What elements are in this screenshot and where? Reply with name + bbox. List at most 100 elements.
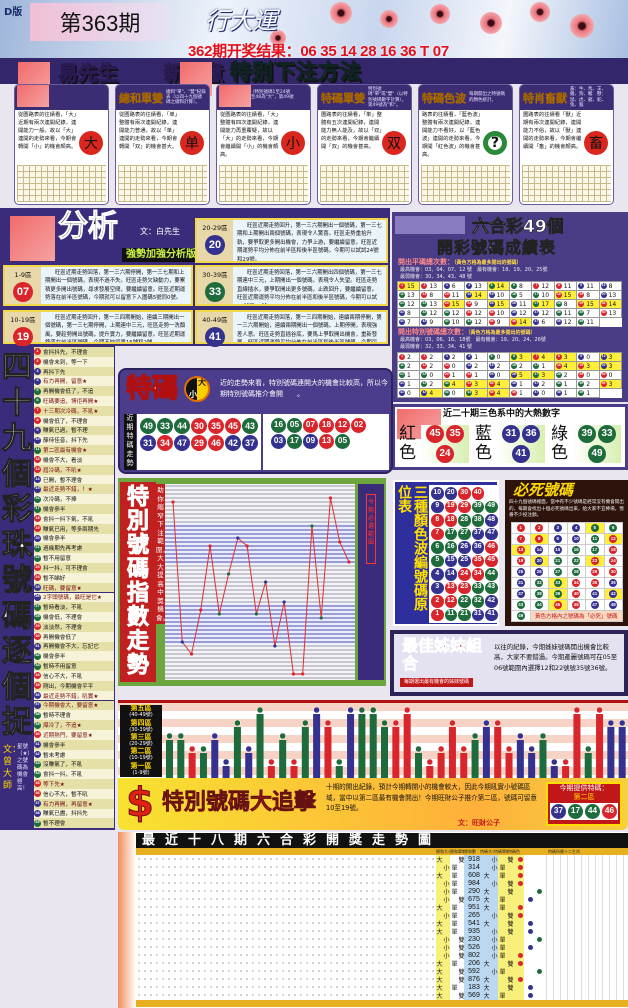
zone-bar-marker [607,719,615,727]
number-ball: 22 [572,557,581,565]
number-ball: 20 [34,534,41,542]
number-ball: 37 [34,701,41,709]
number-ball: 21 [553,557,562,565]
number-ball: 40 [471,487,484,500]
number-comment-item: 12 機會不大，看淡 [34,455,114,465]
grid-row [165,500,355,504]
trend-column-header: 特碼單雙 [494,849,508,854]
count-value: 2 [429,353,434,361]
count-cell: 31 8 [396,308,421,318]
zone-bar [516,740,524,779]
zone-name: 第二區 [130,747,152,756]
zone-bar-marker [437,745,445,753]
special-color-dot [528,985,533,991]
zone-label: 1-9區 [14,271,32,279]
count-cell: 25 0 [486,370,511,380]
number-ball: 34 [471,568,484,581]
zone-legend-item: 第三區 (20-29號) [120,733,162,748]
zone-bar-marker [188,745,196,753]
blossom-decoration [270,30,286,46]
trend-cell: 單 [499,904,506,912]
color-wave-table: 三種顏色波編號碼原位表 10 20 30 40 9 19 29 39 49 8 18 28 38 48 7 1… [393,480,499,626]
number-ball: 44 [466,390,473,396]
count-cell: 2 13 [419,281,443,291]
number-ball: 4 [466,354,473,360]
number-ball: 40 [572,590,581,598]
count-value: 13 [474,282,482,290]
count-cell: 27 17 [531,299,555,309]
zone-bar-marker [528,745,535,753]
trend-cell: 單 [499,937,506,944]
count-cell: 28 8 [553,299,578,309]
number-ball: 27 [533,301,540,307]
trend-cell: 526 [468,944,480,952]
zone-bar-marker [222,758,230,766]
number-ball: 21 [458,608,471,621]
count-cell: 43 10 [441,317,466,327]
trend-cell: 802 [468,952,480,960]
count-cell: 12 2 [419,361,443,371]
data-point [189,652,194,656]
trend-cell: 206 [468,960,480,968]
count-value: 14 [474,291,482,299]
series-line [172,497,350,675]
tip-text: 圖路表的往績看，「単」整體有五次連開紀錄，連開能力無人能及，故以「双」的走勢來看… [321,112,382,150]
trend-cell: 小 [491,969,498,977]
chart-side-label: 今期必選範圍 [366,494,376,564]
color-wave-row: 10 20 30 40 [431,487,495,500]
special-number-chase-section: $ 特別號碼大追擊 十期的開出紀錄，預計今期轉開小的機會較大，因此今期吼實小號碼… [118,778,628,830]
zone-bar [573,714,581,779]
comment-text: 會抖一抖下氣，不吼 [43,516,94,523]
count-cell: 4 13 [464,281,488,291]
count-value: 12 [518,309,527,317]
number-ball: 46 [510,390,517,396]
special-color-dot [518,977,523,983]
number-ball: 43 [242,418,258,434]
number-ball: 48 [555,319,562,325]
number-ball: 23 [590,557,599,565]
comment-text: 已開，暫不理會 [43,477,83,484]
special-number-index-chart: 特別號碼指數走勢 助你縮窄下注範圍，大大提高中獎機會。 今期必選範圍 [118,478,386,686]
tip-note: 畜：牛、馬、羊、雞、狗、豬 獸：鼠、虎、龍、蛇、兔、猴 [570,87,606,108]
number-ball: 15 [488,292,495,298]
trend-cell: 大 [483,985,490,993]
comment-text: 賺氣已用，等多兩期先 [43,526,99,533]
sister-caption: 每期選出最有機會的姊妹號碼 [400,678,474,687]
zone-legend-item: 第二區 (10-19號) [120,748,162,762]
number-comment-item: 37 今期機會大，要留意★ [34,700,114,711]
number-ball: 02 [351,418,366,433]
special-number-size-section: 特碼 大 小 近的走勢來看，特別號碼連開大的機會比較高，所以今期特別號碼推介會開… [118,368,393,474]
count-value: 0 [608,371,613,379]
count-value: 1 [518,380,523,388]
number-comment-item: 27 暫時看淡，不吼 [34,602,114,613]
number-ball: 47 [533,319,540,325]
number-ball: 45 [225,418,241,434]
chart-title-char: 號 [126,533,150,558]
trend-cell: 918 [468,855,480,863]
grid-row [165,624,355,628]
special-parity-column-bg [498,855,524,1000]
number-ball: 3 [443,283,450,289]
hot-color-label: 藍色 [475,424,492,463]
dead-number-cell: 5 [586,523,604,533]
number-ball: 41 [399,390,405,396]
count-value: 6 [541,318,546,326]
trend-cell: 小 [443,937,450,944]
trend-cell: 單 [451,872,458,880]
tip-symbol: 大 [79,131,103,155]
count-cell: 30 14 [598,299,623,309]
number-ball: 12 [34,456,41,464]
zone-bar-marker [234,719,241,727]
number-ball: 39 [553,590,562,598]
number-ball: 44 [174,418,190,434]
count-value: 8 [608,282,613,290]
count-cell: 11 2 [396,361,421,371]
tip-trend-grid [522,165,611,202]
count-cell: 25 15 [486,299,511,309]
number-ball: 33 [471,581,484,594]
number-ball: 23 [443,301,450,307]
number-ball: 3 [431,581,444,594]
trend-cell: 單 [499,896,506,904]
trend-cell: 雙 [458,977,465,985]
count-cell: 7 12 [531,281,555,291]
